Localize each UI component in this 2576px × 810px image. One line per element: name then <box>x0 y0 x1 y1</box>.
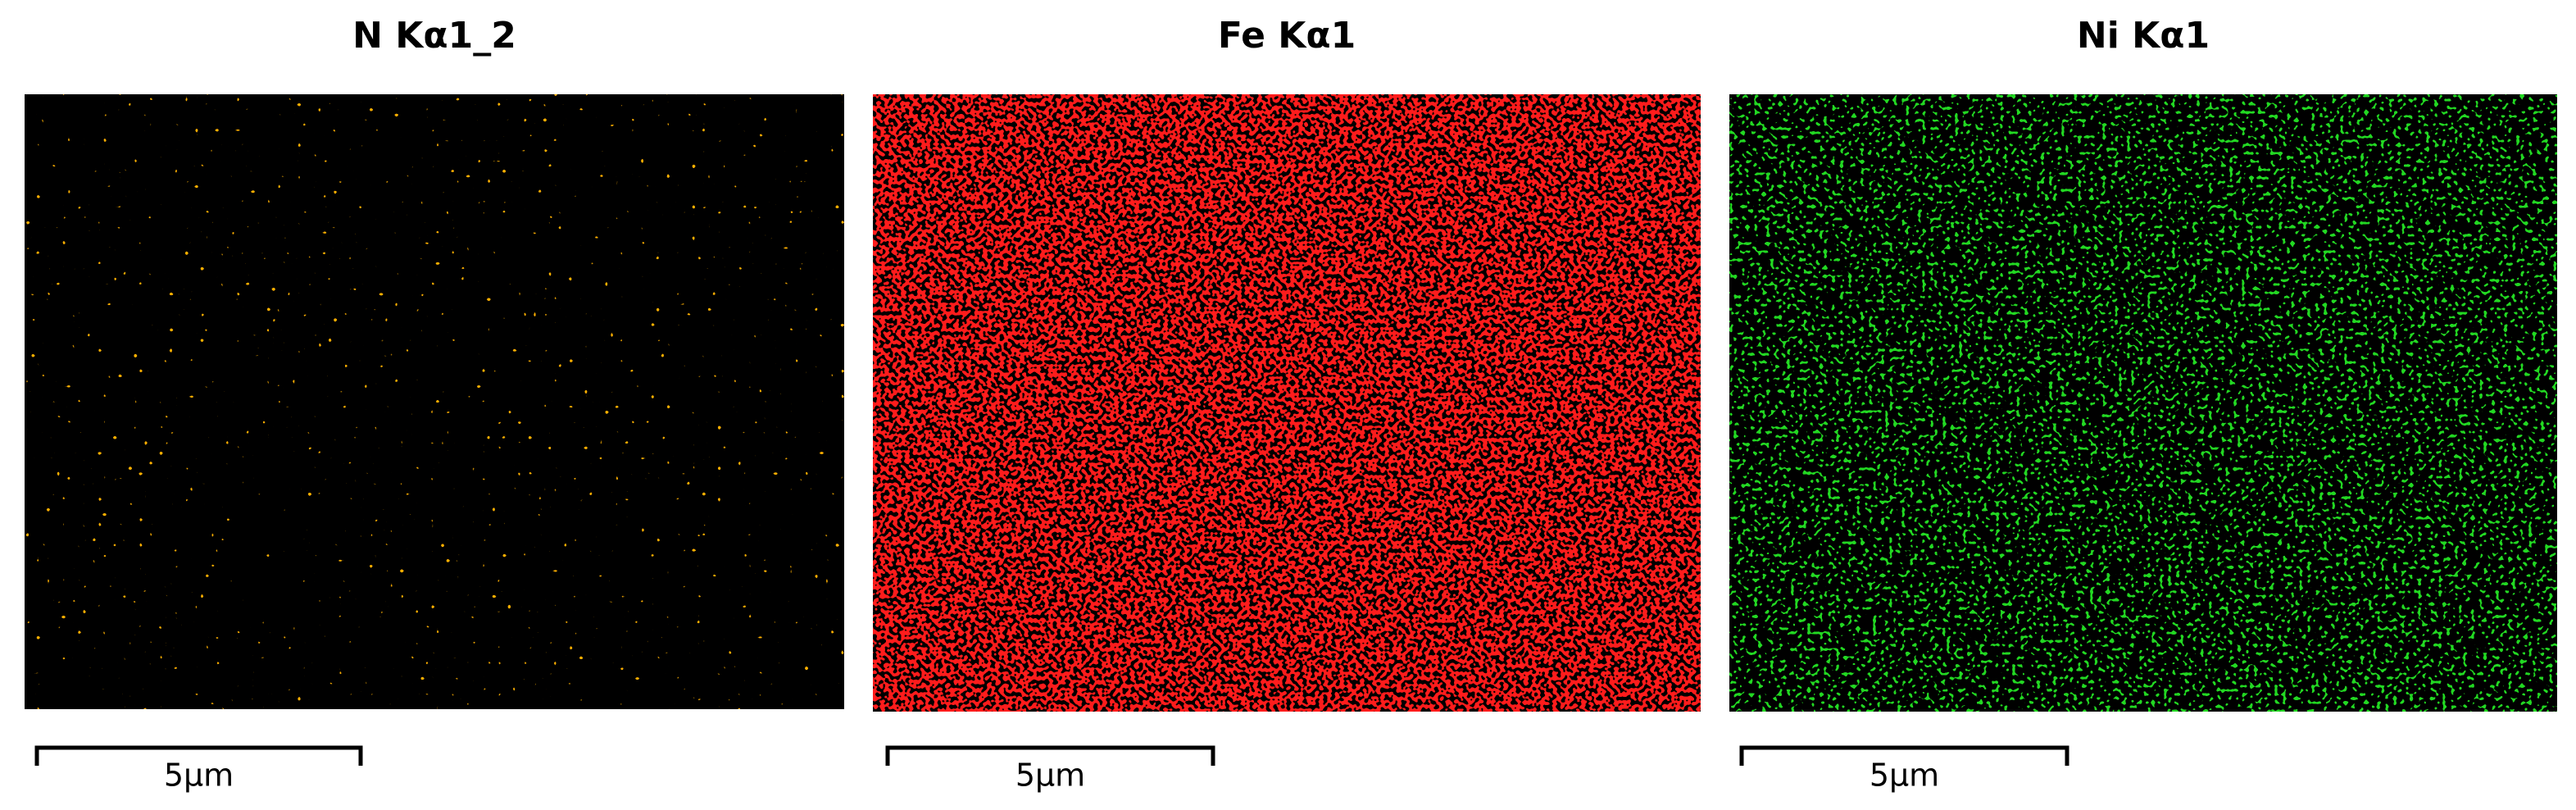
element-map <box>1729 94 2557 712</box>
scale-bar <box>1739 745 2069 766</box>
map-panel: N Kα1_2 5μm <box>25 15 844 794</box>
panel-title: N Kα1_2 <box>352 15 516 57</box>
element-map <box>25 94 844 709</box>
scale-label: 5μm <box>164 758 234 794</box>
map-panel: Ni Kα1 5μm <box>1729 15 2557 794</box>
panel-title: Ni Kα1 <box>2077 15 2210 57</box>
scale-label: 5μm <box>1870 758 1939 794</box>
scale-label: 5μm <box>1015 758 1085 794</box>
scale-bar <box>885 745 1215 766</box>
element-map <box>873 94 1701 712</box>
map-panel: Fe Kα1 5μm <box>873 15 1701 794</box>
scale-bar <box>34 745 363 766</box>
panel-title: Fe Kα1 <box>1218 15 1356 57</box>
